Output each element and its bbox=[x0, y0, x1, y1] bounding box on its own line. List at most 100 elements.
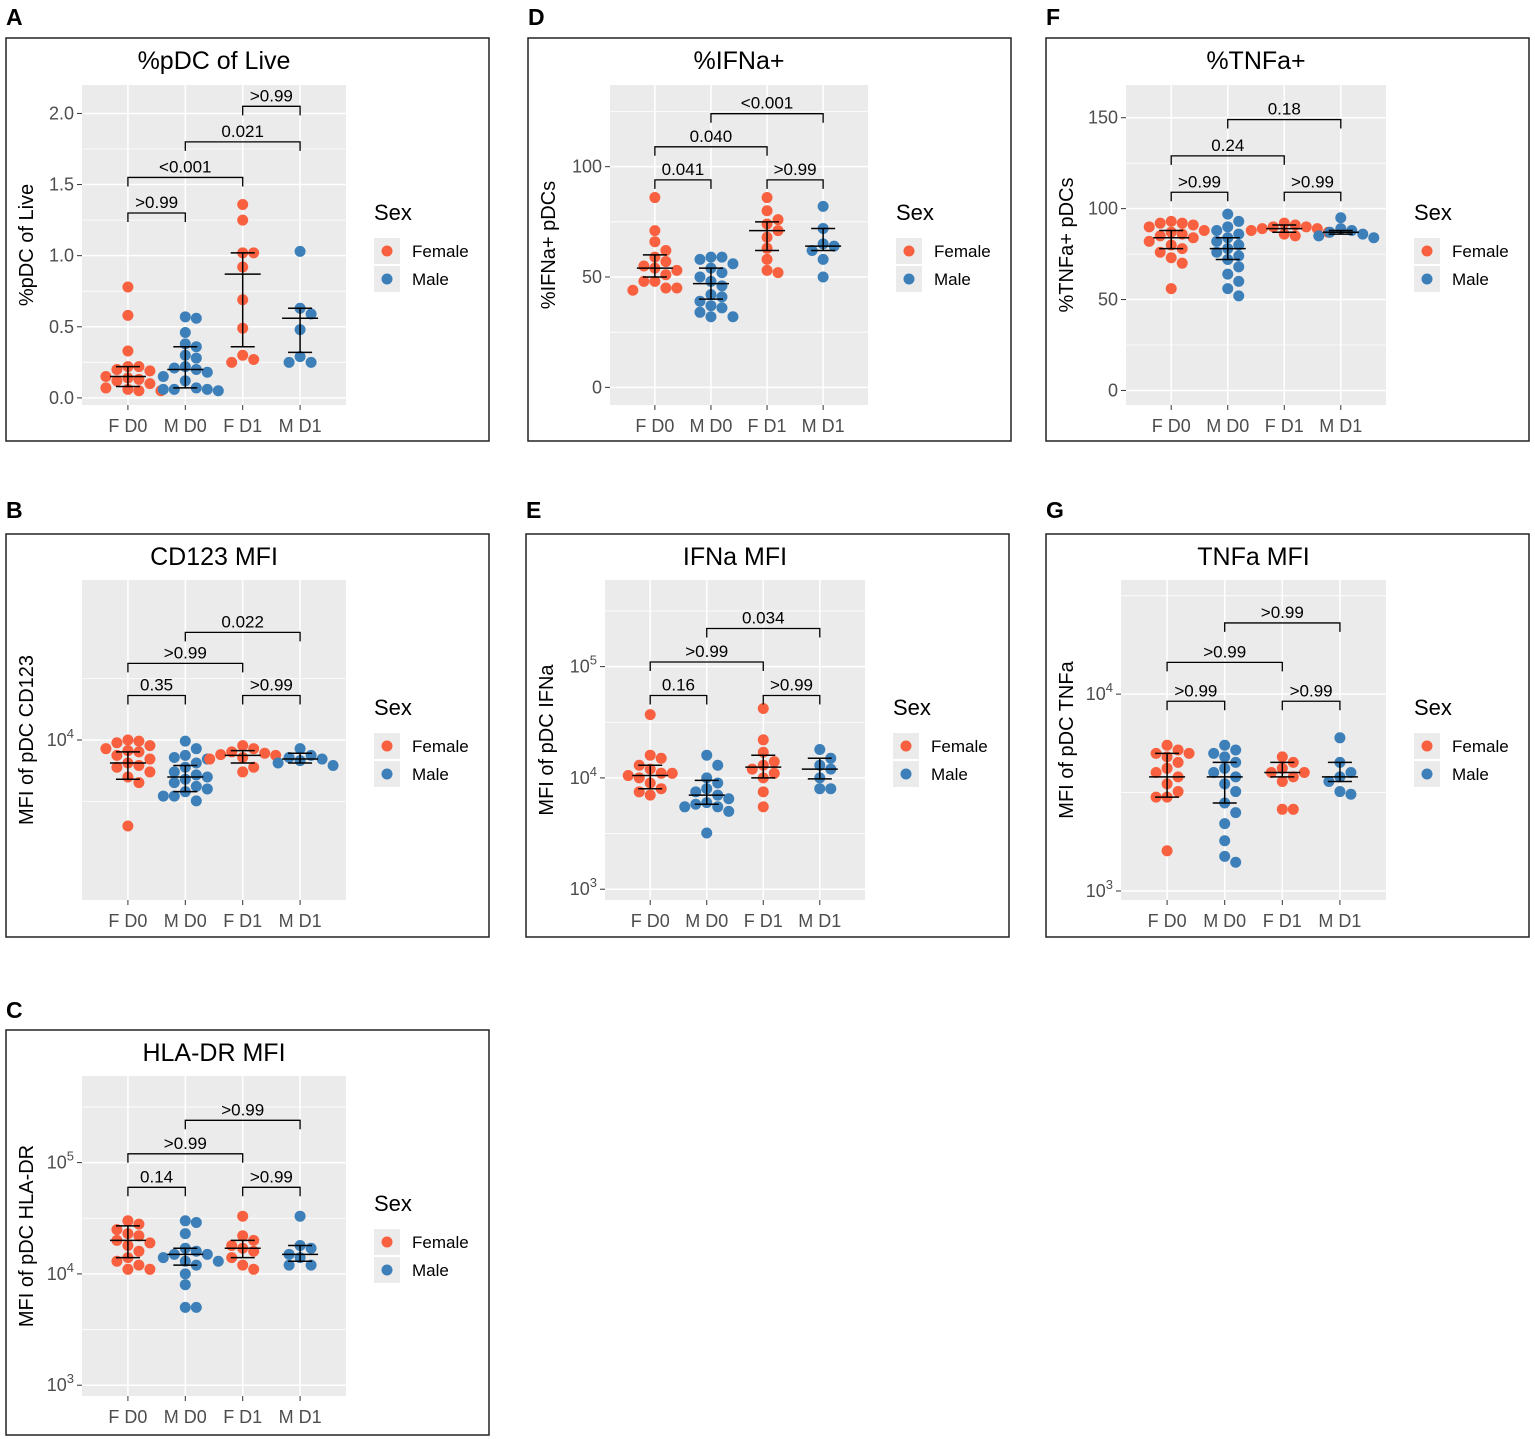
data-point bbox=[144, 766, 156, 778]
data-point bbox=[122, 745, 134, 757]
x-tick-label: M D0 bbox=[1206, 416, 1249, 436]
p-value-label: 0.040 bbox=[690, 127, 733, 146]
p-value-label: 0.14 bbox=[140, 1167, 173, 1186]
legend-female-label: Female bbox=[412, 737, 469, 756]
significance-bracket bbox=[242, 1186, 301, 1197]
p-value-label: >0.99 bbox=[770, 676, 813, 695]
data-point bbox=[633, 772, 645, 784]
data-point bbox=[237, 349, 249, 361]
data-point bbox=[757, 801, 769, 813]
significance-bracket bbox=[242, 105, 301, 116]
legend-female-label: Female bbox=[934, 242, 991, 261]
data-point bbox=[272, 757, 284, 769]
data-point bbox=[1245, 224, 1257, 236]
legend-male-label: Male bbox=[931, 765, 968, 784]
p-value-label: >0.99 bbox=[1203, 642, 1246, 661]
data-point bbox=[1276, 751, 1288, 763]
data-point bbox=[212, 1255, 224, 1267]
data-point bbox=[248, 761, 260, 773]
significance-bracket bbox=[649, 694, 708, 705]
data-point bbox=[644, 709, 656, 721]
data-point bbox=[814, 743, 826, 755]
y-tick-label: 104 bbox=[1086, 680, 1113, 704]
data-point bbox=[157, 1252, 169, 1264]
data-point bbox=[701, 827, 713, 839]
data-point bbox=[1211, 224, 1223, 236]
p-value-label: >0.99 bbox=[685, 642, 728, 661]
data-point bbox=[627, 284, 639, 296]
data-point bbox=[1211, 246, 1223, 258]
p-value-label: <0.001 bbox=[741, 94, 793, 113]
data-point bbox=[1289, 230, 1301, 242]
data-point bbox=[705, 251, 717, 263]
data-point bbox=[204, 753, 216, 765]
x-tick-label: M D1 bbox=[1318, 911, 1361, 931]
legend-title: Sex bbox=[374, 1191, 412, 1216]
data-point bbox=[1278, 228, 1290, 240]
p-value-label: >0.99 bbox=[250, 1167, 293, 1186]
panel-frame bbox=[527, 37, 1012, 442]
y-tick-label: 103 bbox=[570, 875, 597, 899]
p-value-label: 0.35 bbox=[140, 676, 173, 695]
data-point bbox=[716, 251, 728, 263]
data-point bbox=[248, 1263, 260, 1275]
y-tick-label: 0 bbox=[1108, 380, 1118, 400]
y-tick-label: 104 bbox=[570, 764, 597, 788]
legend-female-swatch bbox=[1421, 245, 1433, 257]
data-point bbox=[1208, 747, 1220, 759]
panel-b: B CD123 MFI 104 F D0 M D0 F D1 M D1 MFI of pDC … bbox=[5, 497, 490, 938]
data-point bbox=[305, 356, 317, 368]
panel-c: C HLA-DR MFI 103 104 105 F D0 M D0 F D1 M D1 MFI … bbox=[5, 997, 490, 1436]
data-point bbox=[1230, 786, 1242, 798]
p-value-label: >0.99 bbox=[1178, 172, 1221, 191]
data-point bbox=[694, 271, 706, 283]
significance-bracket bbox=[1166, 700, 1226, 711]
data-point bbox=[1233, 228, 1245, 240]
data-point bbox=[111, 737, 123, 749]
data-point bbox=[761, 253, 773, 265]
data-point bbox=[1143, 221, 1155, 233]
y-tick-label: 150 bbox=[1088, 108, 1118, 128]
data-point bbox=[133, 385, 145, 397]
legend-male-swatch bbox=[381, 273, 393, 285]
legend-female-label: Female bbox=[1452, 242, 1509, 261]
data-point bbox=[237, 198, 249, 210]
data-point bbox=[1222, 208, 1234, 220]
data-point bbox=[638, 275, 650, 287]
y-tick-label: 104 bbox=[47, 1260, 74, 1284]
data-point bbox=[1150, 766, 1162, 778]
significance-bracket bbox=[1166, 661, 1283, 672]
data-point bbox=[144, 1237, 156, 1249]
legend-female-swatch bbox=[1421, 740, 1433, 752]
y-tick-label: 103 bbox=[1086, 877, 1113, 901]
data-point bbox=[226, 356, 238, 368]
data-point bbox=[190, 780, 202, 792]
y-tick-label: 0.5 bbox=[49, 317, 74, 337]
x-tick-label: M D1 bbox=[798, 911, 841, 931]
legend-male-label: Male bbox=[412, 270, 449, 289]
data-point bbox=[1165, 252, 1177, 264]
data-point bbox=[757, 703, 769, 715]
data-point bbox=[201, 771, 213, 783]
data-point bbox=[655, 767, 667, 779]
significance-bracket bbox=[710, 113, 824, 123]
data-point bbox=[1233, 239, 1245, 251]
data-point bbox=[201, 383, 213, 395]
data-point bbox=[746, 763, 758, 775]
x-tick-label: F D1 bbox=[744, 911, 783, 931]
data-point bbox=[660, 282, 672, 294]
data-point bbox=[1335, 223, 1347, 235]
plot-area bbox=[82, 1076, 346, 1396]
data-point bbox=[316, 753, 328, 765]
legend-female-swatch bbox=[903, 245, 915, 257]
data-point bbox=[215, 749, 227, 761]
panel-frame bbox=[1045, 533, 1530, 938]
chart-title: %IFNa+ bbox=[693, 47, 784, 75]
data-point bbox=[190, 769, 202, 781]
data-point bbox=[157, 790, 169, 802]
data-point bbox=[259, 747, 271, 759]
x-tick-label: F D0 bbox=[108, 911, 147, 931]
data-point bbox=[1276, 775, 1288, 787]
p-value-label: >0.99 bbox=[221, 1100, 264, 1119]
panel-letter: F bbox=[1046, 4, 1060, 30]
